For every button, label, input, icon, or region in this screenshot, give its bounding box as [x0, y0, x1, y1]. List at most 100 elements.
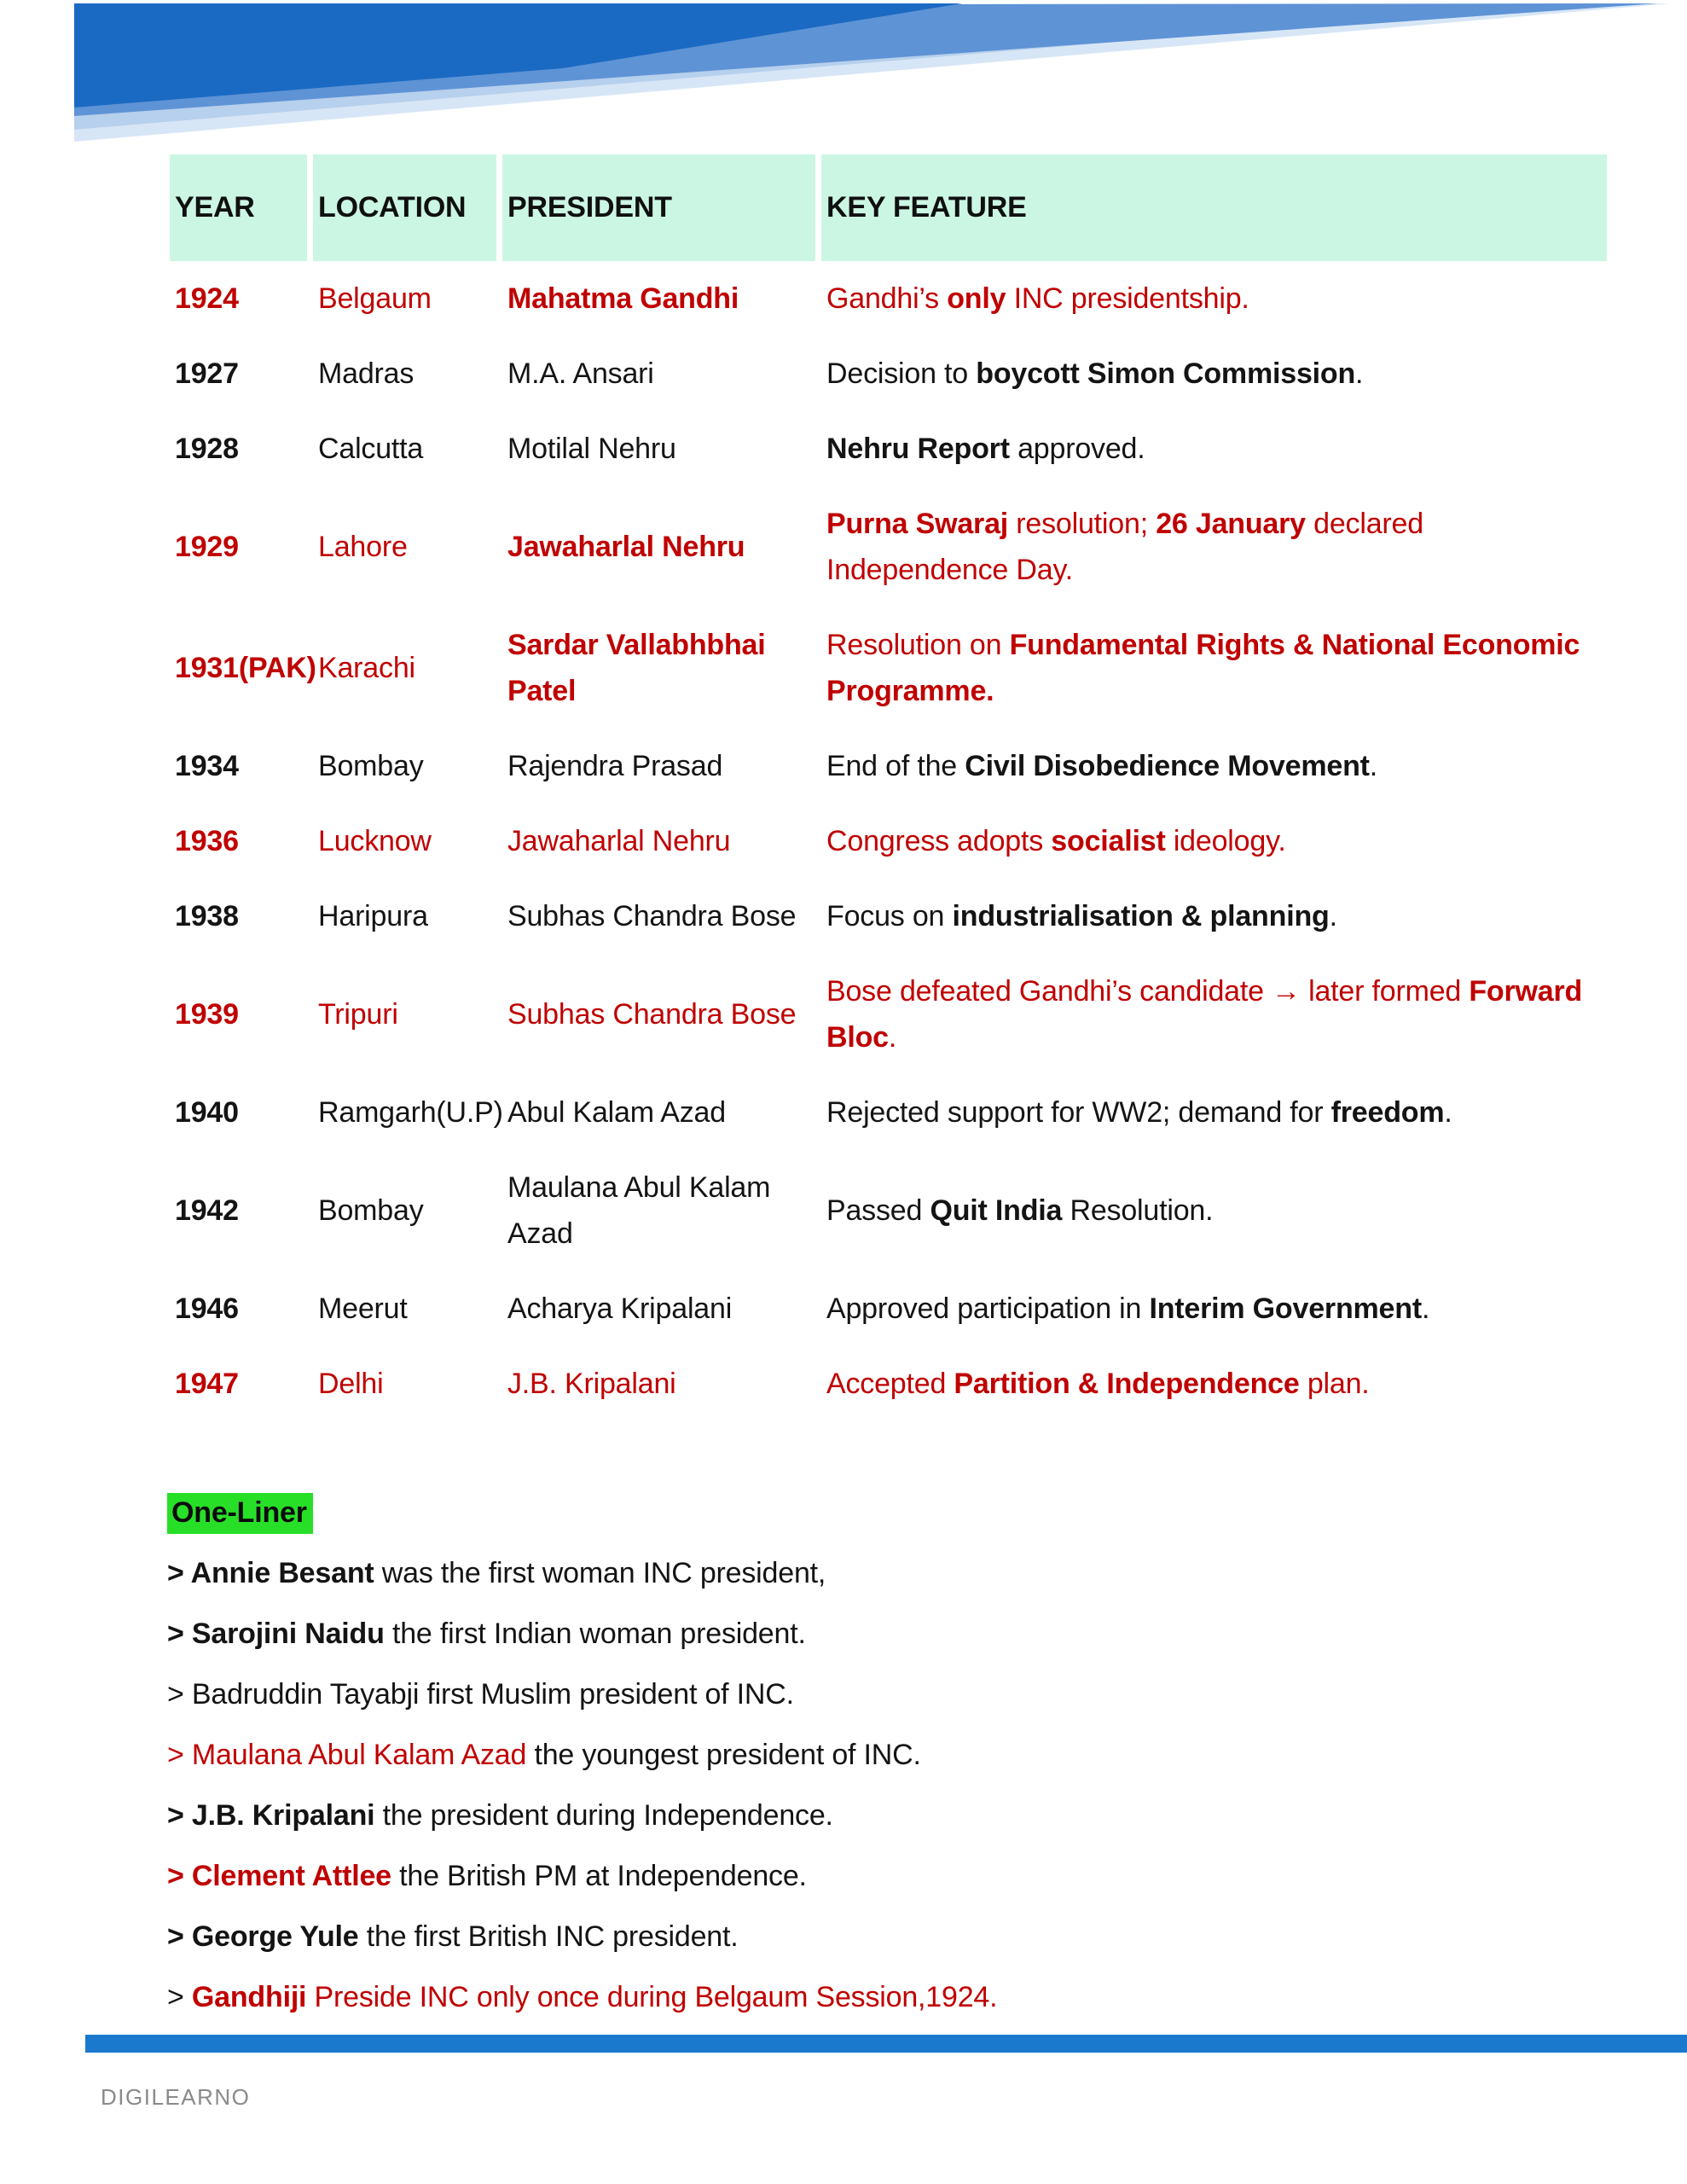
text-segment: boycott Simon Commission — [976, 357, 1356, 390]
year-cell: 1934 — [175, 750, 239, 782]
table-row: 1934 Bombay Rajendra Prasad End of the Civi… — [170, 729, 1607, 804]
feature-cell: Approved participation in Interim Govern… — [821, 1271, 1607, 1346]
column-header-key-feature: KEY FEATURE — [821, 154, 1607, 261]
table-row: 1947 Delhi J.B. Kripalani Accepted Partitio… — [170, 1346, 1607, 1421]
table-row: 1938 Haripura Subhas Chandra Bose Focus on … — [170, 879, 1607, 954]
text-segment: Purna Swaraj — [826, 508, 1009, 540]
year-cell: 1927 — [175, 357, 239, 390]
text-segment: > Sarojini Naidu — [167, 1618, 385, 1650]
text-segment: Resolution. — [1062, 1194, 1214, 1227]
table-row: 1924 Belgaum Mahatma Gandhi Gandhi’s only I… — [170, 261, 1607, 336]
feature-cell: End of the Civil Disobedience Movement. — [821, 729, 1607, 804]
president-cell: Rajendra Prasad — [507, 750, 723, 782]
text-segment: Decision to — [826, 357, 977, 390]
session-table-body: 1924 Belgaum Mahatma Gandhi Gandhi’s only I… — [170, 261, 1607, 1421]
text-segment: > Badruddin Tayabji first Muslim preside… — [167, 1678, 794, 1711]
year-cell: 1940 — [175, 1096, 239, 1129]
president-cell: Jawaharlal Nehru — [507, 531, 745, 563]
president-cell: M.A. Ansari — [507, 357, 654, 390]
text-segment: the British PM at Independence. — [391, 1860, 807, 1892]
text-segment: INC presidentship. — [1006, 282, 1249, 315]
feature-cell: Accepted Partition & Independence plan. — [821, 1346, 1607, 1421]
feature-cell: Bose defeated Gandhi’s candidate → later… — [821, 954, 1607, 1075]
text-segment: Accepted — [826, 1368, 954, 1400]
location-cell: Bombay — [318, 1194, 424, 1227]
year-cell: 1942 — [175, 1194, 239, 1227]
president-cell: Jawaharlal Nehru — [507, 825, 731, 857]
one-liner-item: > Gandhiji Preside INC only once during … — [167, 1974, 1687, 2020]
footer-divider-bar — [85, 2035, 1687, 2053]
text-segment: Interim Government — [1149, 1292, 1422, 1325]
text-segment: declared Independence Day. — [826, 508, 1423, 586]
one-liner-item: > Maulana Abul Kalam Azad the youngest p… — [167, 1732, 1687, 1778]
year-cell: 1931(PAK) — [175, 652, 316, 684]
location-cell: Karachi — [318, 652, 415, 684]
feature-cell: Rejected support for WW2; demand for fre… — [821, 1075, 1607, 1150]
text-segment: Rejected support for WW2; demand for — [826, 1096, 1331, 1129]
text-segment: the first British INC president. — [358, 1920, 739, 1953]
table-row: 1929 Lahore Jawaharlal Nehru Purna Swaraj r… — [170, 486, 1607, 607]
text-segment: Congress adopts — [826, 825, 1052, 857]
text-segment: > — [167, 1981, 192, 2013]
table-row: 1936 Lucknow Jawaharlal Nehru Congress adop… — [170, 804, 1607, 879]
text-segment: Quit India — [930, 1194, 1063, 1227]
text-segment: Focus on — [826, 900, 953, 932]
text-segment: End of the — [826, 750, 965, 782]
feature-cell: Decision to boycott Simon Commission. — [821, 336, 1607, 411]
feature-cell: Focus on industrialisation & planning. — [821, 879, 1607, 954]
table-row: 1928 Calcutta Motilal Nehru Nehru Report ap… — [170, 411, 1607, 486]
text-segment: 26 January — [1156, 508, 1306, 540]
text-segment: the first Indian woman president. — [384, 1618, 806, 1650]
text-segment: Fundamental Rights & National Economic P… — [826, 629, 1580, 707]
text-segment: . — [1444, 1096, 1452, 1129]
column-header-location: LOCATION — [313, 154, 496, 261]
text-segment: Nehru Report — [826, 433, 1010, 465]
president-cell: J.B. Kripalani — [507, 1368, 676, 1400]
one-liner-heading-row: One-Liner — [167, 1490, 1687, 1536]
year-cell: 1947 — [175, 1368, 239, 1400]
text-segment: Forward Bloc — [826, 975, 1583, 1054]
president-cell: Subhas Chandra Bose — [507, 998, 797, 1031]
text-segment: Bose defeated Gandhi’s candidate → later… — [826, 975, 1470, 1008]
text-segment: > George Yule — [167, 1920, 359, 1953]
text-segment: > Annie Besant — [167, 1557, 374, 1589]
location-cell: Lahore — [318, 531, 408, 563]
feature-cell: Purna Swaraj resolution; 26 January decl… — [821, 486, 1607, 607]
text-segment: plan. — [1299, 1368, 1370, 1400]
table-row: 1939 Tripuri Subhas Chandra Bose Bose defea… — [170, 954, 1607, 1075]
text-segment: Partition & Independence — [954, 1368, 1300, 1400]
one-liner-heading: One-Liner — [167, 1493, 313, 1534]
year-cell: 1946 — [175, 1292, 239, 1325]
text-segment: approved. — [1009, 433, 1145, 465]
location-cell: Tripuri — [318, 998, 398, 1031]
location-cell: Haripura — [318, 900, 428, 932]
one-liner-item: > George Yule the first British INC pres… — [167, 1914, 1687, 1960]
one-liner-list: > Annie Besant was the first woman INC p… — [167, 1550, 1687, 2020]
column-header-year: YEAR — [170, 154, 307, 261]
feature-cell: Congress adopts socialist ideology. — [821, 804, 1607, 879]
text-segment: industrialisation & planning — [952, 900, 1330, 932]
table-row: 1942 Bombay Maulana Abul Kalam Azad Passed … — [170, 1150, 1607, 1271]
president-cell: Motilal Nehru — [507, 433, 676, 465]
president-cell: Mahatma Gandhi — [507, 282, 739, 315]
text-segment: only — [947, 282, 1006, 315]
feature-cell: Passed Quit India Resolution. — [821, 1150, 1607, 1271]
feature-cell: Gandhi’s only INC presidentship. — [821, 261, 1607, 336]
text-segment: Gandhiji — [191, 1981, 307, 2013]
text-segment: > J.B. Kripalani — [167, 1799, 375, 1832]
one-liner-item: > Badruddin Tayabji first Muslim preside… — [167, 1671, 1687, 1717]
president-cell: Sardar Vallabhbhai Patel — [507, 629, 766, 707]
table-row: 1946 Meerut Acharya Kripalani Approved part… — [170, 1271, 1607, 1346]
table-row: 1931(PAK) Karachi Sardar Vallabhbhai Patel… — [170, 607, 1607, 729]
location-cell: Bombay — [318, 750, 424, 782]
location-cell: Meerut — [318, 1292, 408, 1325]
location-cell: Delhi — [318, 1368, 384, 1400]
text-segment: . — [1329, 900, 1337, 932]
president-cell: Subhas Chandra Bose — [507, 900, 797, 932]
year-cell: 1924 — [175, 282, 239, 315]
text-segment: socialist — [1051, 825, 1166, 857]
year-cell: 1929 — [175, 531, 239, 563]
text-segment: . — [1369, 750, 1378, 782]
table-row: 1940 Ramgarh(U.P) Abul Kalam Azad Rejected … — [170, 1075, 1607, 1150]
text-segment: Gandhi’s — [826, 282, 948, 315]
